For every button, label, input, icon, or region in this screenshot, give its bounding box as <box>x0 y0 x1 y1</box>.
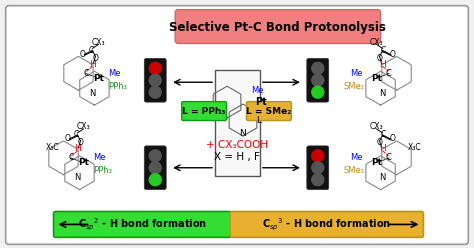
FancyBboxPatch shape <box>54 212 231 237</box>
FancyBboxPatch shape <box>246 102 292 121</box>
Text: L = SMe₂: L = SMe₂ <box>246 107 292 116</box>
Circle shape <box>149 86 161 98</box>
Bar <box>215 70 260 176</box>
FancyBboxPatch shape <box>144 146 166 190</box>
FancyBboxPatch shape <box>307 146 329 190</box>
Text: C: C <box>74 130 79 139</box>
Text: O: O <box>80 50 85 59</box>
Text: O: O <box>390 50 395 59</box>
Text: H: H <box>379 144 386 153</box>
Text: C: C <box>381 130 386 139</box>
Circle shape <box>149 74 161 86</box>
Text: L = PPh₃: L = PPh₃ <box>182 107 226 116</box>
Text: O: O <box>390 134 395 143</box>
Text: C$_{sp}$$^{3}$ - H bond formation: C$_{sp}$$^{3}$ - H bond formation <box>262 216 391 233</box>
Text: Pt: Pt <box>93 74 104 83</box>
Text: CX₃: CX₃ <box>370 123 383 131</box>
Text: CX₃: CX₃ <box>370 38 383 47</box>
Text: Me: Me <box>93 153 106 162</box>
Circle shape <box>149 150 161 162</box>
FancyBboxPatch shape <box>230 212 423 237</box>
Text: O: O <box>377 138 383 147</box>
Text: PPh₃: PPh₃ <box>109 82 127 91</box>
Text: C: C <box>89 46 94 55</box>
Circle shape <box>149 162 161 174</box>
Text: C$_{sp}$$^{2}$ - H bond formation: C$_{sp}$$^{2}$ - H bond formation <box>78 216 207 233</box>
Text: SMe₂: SMe₂ <box>344 82 365 91</box>
Text: Me: Me <box>109 69 121 78</box>
Text: N: N <box>74 173 81 182</box>
Text: PPh₃: PPh₃ <box>93 166 112 175</box>
FancyBboxPatch shape <box>307 58 329 102</box>
Text: O: O <box>78 138 83 147</box>
Text: H: H <box>89 60 96 69</box>
Circle shape <box>149 62 161 74</box>
Text: SMe₂: SMe₂ <box>344 166 365 175</box>
Text: CX₃: CX₃ <box>77 123 90 131</box>
Text: Pt: Pt <box>371 158 382 167</box>
Text: CX₃: CX₃ <box>91 38 105 47</box>
FancyBboxPatch shape <box>144 58 166 102</box>
Text: Me: Me <box>350 69 363 78</box>
Text: C: C <box>83 69 90 78</box>
Text: O: O <box>64 134 71 143</box>
Text: C: C <box>381 46 386 55</box>
FancyBboxPatch shape <box>175 10 381 43</box>
Circle shape <box>312 174 324 186</box>
FancyBboxPatch shape <box>182 102 227 121</box>
Text: X₃C: X₃C <box>46 143 59 152</box>
Text: N: N <box>240 129 246 138</box>
Text: + CX₃COOH: + CX₃COOH <box>206 140 268 150</box>
Text: X = H , F: X = H , F <box>214 152 260 162</box>
Circle shape <box>312 162 324 174</box>
FancyBboxPatch shape <box>6 6 468 244</box>
Circle shape <box>312 150 324 162</box>
Text: N: N <box>89 89 96 98</box>
Text: O: O <box>92 54 98 63</box>
Text: Me: Me <box>350 153 363 162</box>
Text: Selective Pt-C Bond Protonolysis: Selective Pt-C Bond Protonolysis <box>169 21 386 34</box>
Circle shape <box>312 62 324 74</box>
Text: C: C <box>386 153 392 162</box>
Text: C: C <box>69 153 74 162</box>
Text: H: H <box>74 144 81 153</box>
Text: Pt: Pt <box>78 158 89 167</box>
Text: Me: Me <box>251 86 264 95</box>
Text: Pt: Pt <box>255 97 267 107</box>
Text: N: N <box>379 89 386 98</box>
Text: X₃C: X₃C <box>408 143 421 152</box>
Text: L: L <box>256 116 262 124</box>
Circle shape <box>312 86 324 98</box>
Text: N: N <box>379 173 386 182</box>
Text: H: H <box>379 60 386 69</box>
Circle shape <box>149 174 161 186</box>
Text: Pt: Pt <box>371 74 382 83</box>
Circle shape <box>312 74 324 86</box>
Text: O: O <box>377 54 383 63</box>
Text: C: C <box>386 69 392 78</box>
